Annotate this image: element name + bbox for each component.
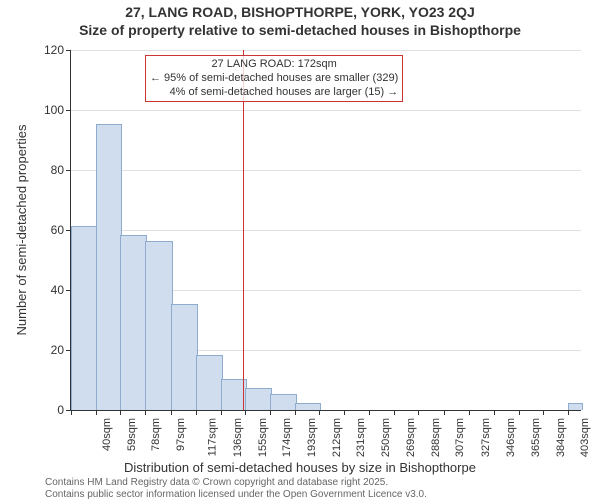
footer-copyright-1: Contains HM Land Registry data © Crown c… (45, 477, 388, 488)
histogram-bar (295, 403, 322, 410)
chart-container: 27, LANG ROAD, BISHOPTHORPE, YORK, YO23 … (0, 0, 600, 500)
y-tick-mark (66, 50, 71, 51)
x-tick-label: 346sqm (505, 418, 517, 457)
x-tick-mark (245, 410, 246, 415)
x-tick-label: 365sqm (530, 418, 542, 457)
x-tick-label: 97sqm (175, 418, 187, 451)
histogram-bar (145, 241, 173, 410)
y-axis-label: Number of semi-detached properties (14, 125, 29, 336)
x-tick-label: 288sqm (430, 418, 442, 457)
x-tick-mark (519, 410, 520, 415)
y-tick-label: 40 (34, 283, 64, 297)
x-tick-label: 269sqm (405, 418, 417, 457)
y-tick-mark (66, 110, 71, 111)
annotation-line-1: 27 LANG ROAD: 172sqm (150, 58, 398, 72)
x-tick-label: 40sqm (101, 418, 113, 451)
gridline (71, 230, 581, 231)
annotation-box: 27 LANG ROAD: 172sqm← 95% of semi-detach… (145, 55, 403, 102)
x-tick-mark (319, 410, 320, 415)
y-tick-label: 80 (34, 163, 64, 177)
x-tick-label: 155sqm (257, 418, 269, 457)
gridline (71, 50, 581, 51)
annotation-line-3: 4% of semi-detached houses are larger (1… (150, 86, 398, 100)
x-tick-mark (494, 410, 495, 415)
x-tick-label: 403sqm (579, 418, 591, 457)
y-tick-label: 120 (34, 43, 64, 57)
gridline (71, 110, 581, 111)
x-tick-mark (171, 410, 172, 415)
x-axis-label: Distribution of semi-detached houses by … (0, 460, 600, 475)
x-tick-mark (270, 410, 271, 415)
x-tick-label: 250sqm (380, 418, 392, 457)
y-tick-label: 100 (34, 103, 64, 117)
histogram-bar (270, 394, 297, 410)
x-tick-label: 78sqm (150, 418, 162, 451)
x-tick-mark (568, 410, 569, 415)
histogram-bar (120, 235, 147, 410)
reference-line (243, 50, 244, 410)
x-tick-mark (344, 410, 345, 415)
y-tick-mark (66, 170, 71, 171)
histogram-bar (71, 226, 98, 410)
x-tick-mark (71, 410, 72, 415)
x-tick-mark (469, 410, 470, 415)
plot-area: 27 LANG ROAD: 172sqm← 95% of semi-detach… (70, 50, 581, 411)
x-tick-label: 174sqm (281, 418, 293, 457)
histogram-bar (171, 304, 198, 410)
x-tick-mark (369, 410, 370, 415)
histogram-bar (96, 124, 123, 410)
y-tick-label: 20 (34, 343, 64, 357)
x-tick-label: 307sqm (455, 418, 467, 457)
chart-title-sub: Size of property relative to semi-detach… (0, 22, 600, 38)
y-tick-label: 0 (34, 403, 64, 417)
x-tick-mark (295, 410, 296, 415)
x-tick-mark (196, 410, 197, 415)
x-tick-mark (96, 410, 97, 415)
x-tick-mark (221, 410, 222, 415)
x-tick-label: 231sqm (356, 418, 368, 457)
y-tick-label: 60 (34, 223, 64, 237)
footer-copyright-2: Contains public sector information licen… (45, 489, 427, 500)
x-tick-label: 59sqm (126, 418, 138, 451)
x-tick-mark (145, 410, 146, 415)
chart-title-main: 27, LANG ROAD, BISHOPTHORPE, YORK, YO23 … (0, 4, 600, 20)
histogram-bar (196, 355, 223, 410)
x-tick-label: 384sqm (555, 418, 567, 457)
x-tick-label: 117sqm (207, 418, 219, 456)
x-tick-mark (418, 410, 419, 415)
x-tick-label: 193sqm (306, 418, 318, 457)
x-tick-mark (444, 410, 445, 415)
gridline (71, 170, 581, 171)
x-tick-label: 327sqm (481, 418, 493, 457)
histogram-bar (245, 388, 272, 410)
histogram-bar (568, 403, 583, 410)
x-tick-label: 212sqm (331, 418, 343, 457)
x-tick-mark (120, 410, 121, 415)
x-tick-label: 136sqm (232, 418, 244, 457)
x-tick-mark (543, 410, 544, 415)
annotation-line-2: ← 95% of semi-detached houses are smalle… (150, 72, 398, 86)
x-tick-mark (394, 410, 395, 415)
